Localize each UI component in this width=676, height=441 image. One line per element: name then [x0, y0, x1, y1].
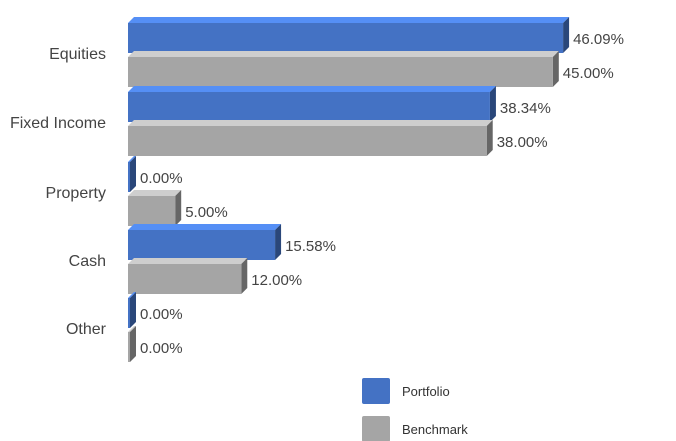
bar-portfolio-property	[128, 156, 136, 192]
bar-portfolio-fixed-income	[128, 86, 496, 122]
bar-portfolio-cash	[128, 224, 282, 260]
legend-label-benchmark: Benchmark	[402, 422, 468, 437]
bar-benchmark-equities	[128, 51, 559, 87]
bar-benchmark-fixed-income	[128, 120, 493, 156]
value-label-benchmark-equities: 45.00%	[563, 65, 614, 82]
legend-swatch-portfolio	[362, 378, 390, 404]
value-label-benchmark-property: 5.00%	[185, 204, 228, 221]
category-label-equities: Equities	[49, 46, 106, 63]
value-label-portfolio-other: 0.00%	[140, 306, 183, 323]
bar-benchmark-other	[128, 326, 136, 362]
legend-label-portfolio: Portfolio	[402, 384, 450, 399]
bars-layer	[128, 17, 570, 362]
legend-item-benchmark: Benchmark	[362, 416, 468, 441]
value-label-benchmark-other: 0.00%	[140, 340, 183, 357]
value-label-portfolio-property: 0.00%	[140, 170, 183, 187]
bar-benchmark-property	[128, 190, 182, 226]
value-label-portfolio-cash: 15.58%	[285, 238, 336, 255]
category-label-fixed-income: Fixed Income	[10, 115, 106, 132]
bar-benchmark-cash	[128, 258, 248, 294]
legend-swatch-benchmark	[362, 416, 390, 441]
value-label-benchmark-cash: 12.00%	[251, 272, 302, 289]
category-label-other: Other	[66, 321, 107, 338]
value-label-portfolio-equities: 46.09%	[573, 31, 624, 48]
bar-portfolio-equities	[128, 17, 570, 53]
legend-item-portfolio: Portfolio	[362, 378, 450, 404]
bar-portfolio-other	[128, 292, 136, 328]
labels-layer: Equities 46.09% 45.00% Fixed Income 38.34% 38…	[10, 31, 624, 357]
category-label-property: Property	[46, 185, 106, 202]
value-label-portfolio-fixed-income: 38.34%	[500, 100, 551, 117]
category-label-cash: Cash	[69, 253, 106, 270]
value-label-benchmark-fixed-income: 38.00%	[497, 134, 548, 151]
legend: Portfolio Benchmark	[362, 378, 468, 441]
